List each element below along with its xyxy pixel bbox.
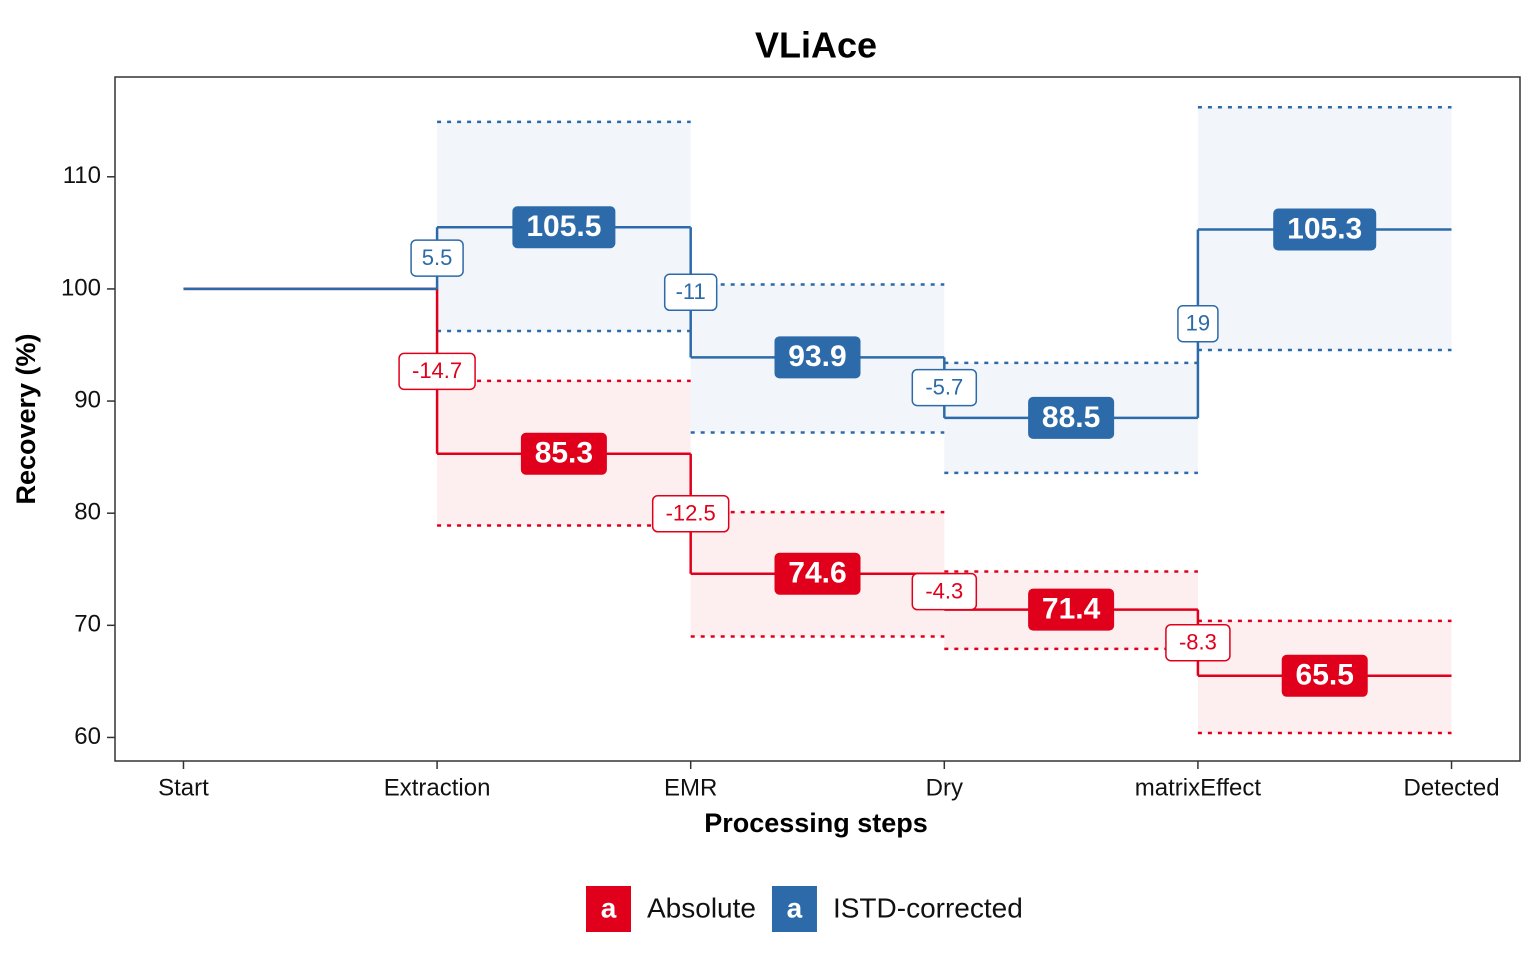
level-label-box: [1028, 396, 1115, 439]
legend-label: ISTD-corrected: [833, 892, 1023, 923]
level-label-box: [1273, 208, 1377, 251]
change-label: 5.5: [422, 245, 453, 270]
legend-swatch: [771, 886, 817, 932]
level-label: 65.5: [1296, 659, 1354, 692]
x-tick-label: matrixEffect: [1135, 774, 1262, 801]
change-label-box: [1177, 304, 1219, 343]
x-tick-label: Dry: [926, 774, 963, 801]
y-tick-label: 110: [63, 162, 101, 189]
level-label-box: [774, 552, 861, 595]
plot-frame: [114, 76, 1521, 762]
legend-glyph: a: [601, 892, 617, 923]
level-label: 105.5: [526, 210, 601, 243]
change-label: -4.3: [925, 578, 963, 603]
level-label: 71.4: [1042, 593, 1101, 626]
level-label: 105.3: [1287, 212, 1362, 245]
level-label-box: [520, 432, 607, 475]
change-label-box: [911, 368, 978, 407]
change-label-box: [398, 352, 476, 391]
y-tick-label: 60: [74, 723, 101, 750]
legend-label: Absolute: [647, 892, 756, 923]
chart-title: VLiAce: [755, 25, 877, 66]
change-label: -11: [676, 279, 706, 304]
level-label: 74.6: [788, 557, 846, 590]
change-label-box: [410, 239, 464, 277]
change-label-box: [911, 572, 978, 611]
change-label: -5.7: [925, 374, 963, 399]
y-tick-label: 80: [74, 499, 101, 526]
x-axis-label: Processing steps: [704, 808, 928, 838]
level-label: 88.5: [1042, 401, 1100, 434]
x-tick-label: Extraction: [384, 774, 491, 801]
level-label-box: [512, 206, 616, 249]
change-label-box: [663, 273, 718, 312]
change-label-box: [651, 495, 730, 533]
change-label: -12.5: [666, 501, 716, 526]
level-label-box: [1281, 654, 1368, 697]
y-tick-label: 90: [74, 386, 101, 413]
y-axis-label: Recovery (%): [11, 333, 41, 504]
level-label-box: [1028, 588, 1115, 631]
change-label: 19: [1186, 311, 1210, 336]
change-label-box: [1165, 623, 1231, 662]
legend-glyph: a: [787, 892, 803, 923]
x-tick-label: EMR: [664, 774, 717, 801]
change-label: -14.7: [412, 358, 462, 383]
x-tick-label: Start: [158, 774, 209, 801]
level-label: 93.9: [788, 340, 846, 373]
y-tick-label: 100: [61, 274, 101, 301]
x-tick-label: Detected: [1403, 774, 1499, 801]
y-tick-label: 70: [74, 611, 101, 638]
change-label: -8.3: [1179, 630, 1217, 655]
level-label-box: [774, 336, 861, 379]
level-label: 85.3: [535, 437, 593, 470]
legend-swatch: [586, 886, 631, 932]
